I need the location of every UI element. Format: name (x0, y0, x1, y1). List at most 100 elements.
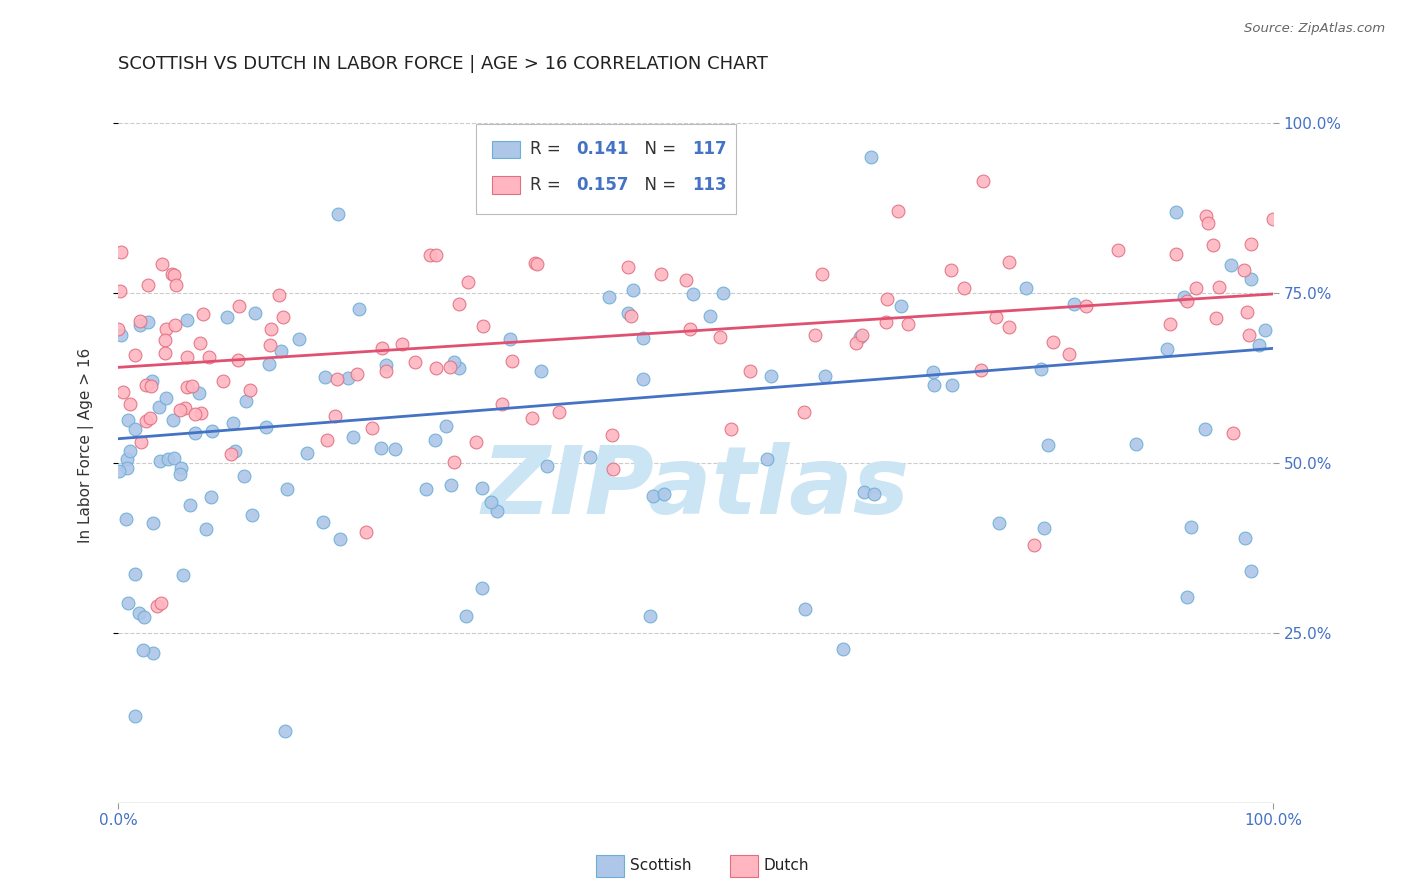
Point (641, 489, 664, 503)
Point (136, 278, 159, 293)
Point (1159, 317, 1181, 331)
Point (181, 378, 204, 392)
Point (314, 370, 336, 384)
Point (315, 434, 337, 448)
Point (176, 350, 198, 364)
Point (875, 315, 897, 329)
Point (176, 380, 198, 394)
Point (1063, 296, 1085, 310)
Point (142, 646, 165, 660)
Point (1164, 247, 1187, 261)
Point (240, 508, 263, 522)
Point (135, 414, 157, 428)
Point (235, 394, 257, 409)
Point (108, 464, 131, 478)
Point (536, 459, 558, 474)
Point (425, 361, 447, 376)
Point (142, 516, 165, 531)
Point (176, 313, 198, 327)
Point (887, 204, 910, 219)
Point (132, 642, 155, 657)
Point (443, 455, 465, 469)
Point (793, 602, 815, 616)
Point (329, 532, 352, 546)
Point (941, 377, 963, 392)
Point (115, 452, 138, 467)
Point (371, 341, 394, 355)
Point (631, 331, 654, 345)
Point (1033, 520, 1056, 534)
Point (1125, 437, 1147, 451)
Point (107, 322, 129, 336)
Point (160, 268, 183, 282)
Point (120, 396, 142, 410)
Text: SCOTTISH VS DUTCH IN LABOR FORCE | AGE > 16 CORRELATION CHART: SCOTTISH VS DUTCH IN LABOR FORCE | AGE >… (118, 55, 768, 73)
Point (447, 296, 470, 310)
Point (423, 434, 446, 448)
Point (579, 450, 602, 465)
Point (254, 419, 277, 434)
Point (1024, 538, 1046, 552)
FancyBboxPatch shape (477, 124, 737, 213)
FancyBboxPatch shape (492, 177, 520, 194)
Point (239, 384, 262, 398)
Point (201, 424, 224, 438)
Point (1240, 272, 1263, 286)
Point (243, 306, 266, 320)
Point (139, 411, 162, 425)
Point (115, 512, 138, 526)
Point (179, 498, 201, 512)
Point (149, 453, 172, 467)
Point (439, 360, 461, 375)
Point (198, 350, 221, 364)
Point (169, 467, 191, 482)
Point (1240, 564, 1263, 578)
Point (1076, 299, 1098, 313)
Point (361, 421, 384, 435)
Point (1166, 205, 1188, 219)
Text: 113: 113 (692, 176, 727, 194)
Text: R =: R = (530, 140, 567, 158)
Point (984, 310, 1007, 325)
Point (1036, 437, 1059, 451)
Point (1261, 212, 1284, 227)
Point (117, 596, 139, 610)
Point (124, 422, 146, 436)
Point (1180, 520, 1202, 534)
Text: N =: N = (634, 176, 682, 194)
Point (1233, 263, 1256, 277)
Point (1222, 425, 1244, 440)
Point (471, 582, 494, 596)
Point (890, 299, 912, 313)
Point (602, 461, 624, 475)
Point (471, 318, 494, 333)
FancyBboxPatch shape (492, 141, 520, 158)
Point (939, 262, 962, 277)
Point (384, 442, 406, 456)
Text: Scottish: Scottish (630, 858, 692, 872)
Point (415, 483, 437, 497)
Point (897, 317, 920, 331)
Point (720, 421, 742, 435)
Point (165, 318, 187, 332)
Point (1254, 323, 1277, 337)
Point (598, 290, 620, 304)
Point (853, 485, 876, 500)
Point (616, 260, 638, 274)
Text: Dutch: Dutch (763, 858, 808, 872)
Point (404, 355, 426, 369)
Point (425, 248, 447, 262)
Y-axis label: In Labor Force | Age > 16: In Labor Force | Age > 16 (79, 348, 94, 543)
Point (1042, 334, 1064, 349)
Point (1220, 258, 1243, 272)
Point (804, 328, 827, 343)
Point (845, 336, 868, 351)
Point (443, 355, 465, 369)
Point (454, 609, 477, 624)
Point (191, 306, 214, 320)
Point (163, 450, 186, 465)
Point (1197, 216, 1219, 230)
Point (1237, 327, 1260, 342)
Point (679, 322, 702, 336)
Point (288, 332, 311, 346)
